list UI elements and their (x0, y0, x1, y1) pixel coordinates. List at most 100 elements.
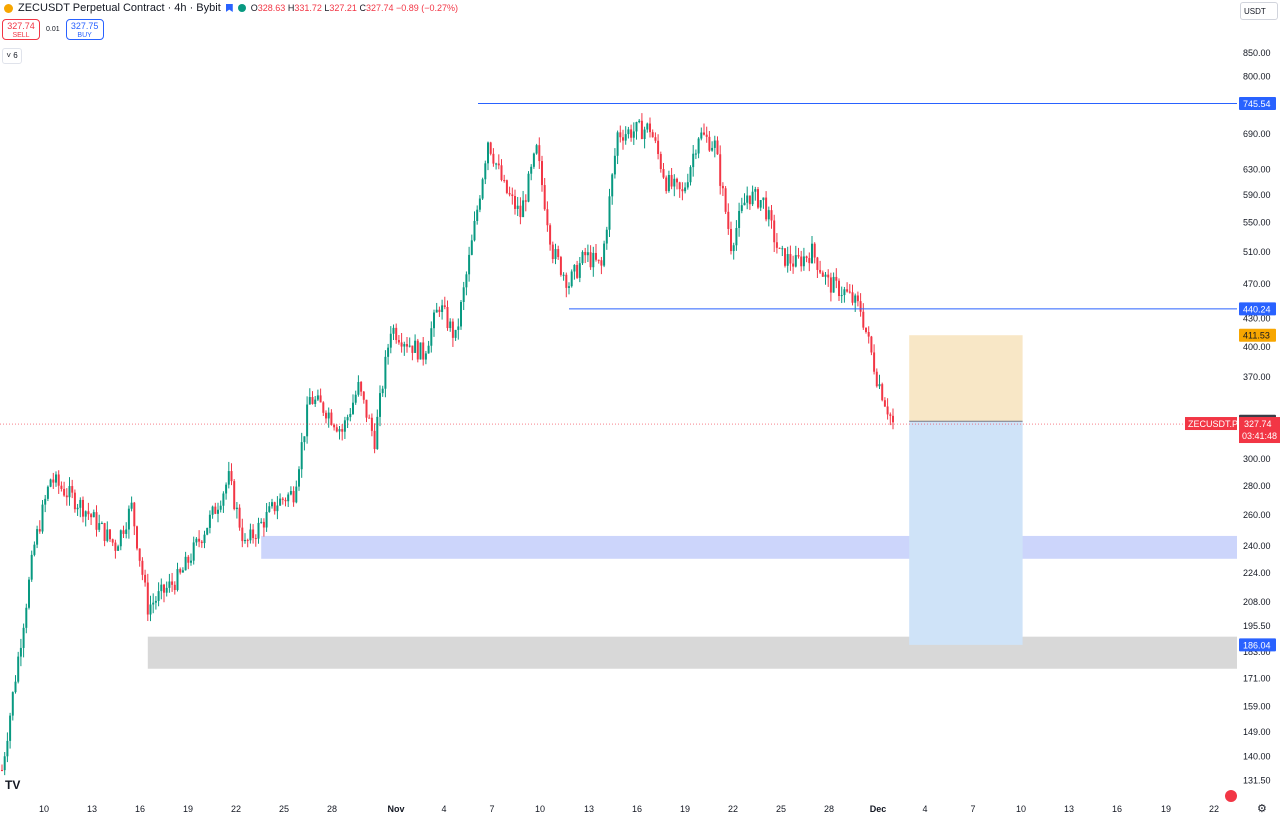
tradingview-logo-icon[interactable]: TV (5, 778, 21, 792)
time-tick-label: 13 (584, 804, 594, 814)
candle-body (559, 257, 562, 275)
flag-icon[interactable] (225, 4, 233, 12)
candle-body (389, 333, 392, 348)
candle-body (789, 254, 792, 264)
candle-body (295, 486, 298, 503)
candle-body (705, 134, 708, 137)
candle-body (829, 277, 832, 293)
candle-body (90, 514, 93, 518)
indicators-toggle[interactable]: ˅ 6 (2, 48, 22, 64)
ohlc-readout: O328.63 H331.72 L327.21 C327.74 −0.89 (−… (250, 3, 459, 13)
candle-body (892, 415, 894, 423)
candle-body (198, 538, 201, 542)
time-tick-label: 16 (135, 804, 145, 814)
candle-body (287, 494, 290, 502)
candle-body (163, 584, 165, 593)
candle-body (235, 507, 238, 510)
candle-body (292, 491, 295, 503)
candle-body (352, 402, 354, 414)
candle-body (403, 344, 406, 347)
candle-body (257, 522, 260, 539)
candle-body (208, 514, 211, 528)
time-tick-label: 16 (632, 804, 642, 814)
candle-body (303, 436, 306, 443)
symbol-logo-icon (4, 3, 13, 13)
candle-body (856, 295, 859, 302)
candle-body (721, 185, 724, 189)
candle-body (759, 200, 762, 208)
candle-body (55, 474, 57, 483)
symbol-title[interactable]: ZECUSDT Perpetual Contract · 4h · Bybit (18, 2, 221, 14)
candle-body (692, 153, 695, 168)
candle-body (87, 511, 90, 515)
alert-indicator-icon[interactable] (1225, 790, 1237, 802)
candle-body (416, 340, 419, 360)
candles-layer (1, 113, 894, 776)
candle-body (808, 258, 811, 264)
candle-body (611, 174, 614, 197)
candle-body (794, 255, 797, 267)
candle-body (246, 539, 249, 541)
candle-body (419, 342, 422, 360)
quantity-field[interactable]: 0.01 (46, 26, 60, 33)
candle-body (154, 600, 157, 603)
candle-body (784, 248, 786, 266)
settings-gear-icon[interactable]: ⚙ (1257, 803, 1267, 815)
last-price-tag-bg (1239, 417, 1280, 444)
candle-body (406, 344, 408, 347)
candle-body (171, 581, 174, 585)
candle-body (49, 479, 52, 487)
candle-body (746, 195, 749, 203)
candle-body (640, 120, 643, 140)
candle-body (457, 326, 460, 330)
time-tick-label: 10 (1016, 804, 1026, 814)
candle-body (65, 495, 68, 498)
candle-body (357, 381, 360, 395)
candle-body (111, 539, 114, 543)
candle-body (473, 220, 476, 241)
candle-body (711, 147, 714, 151)
candle-body (149, 604, 152, 615)
price-tick-label: 260.00 (1243, 510, 1271, 520)
candle-body (438, 309, 441, 313)
candle-body (341, 429, 344, 432)
candle-body (865, 327, 867, 333)
currency-selector[interactable]: USDT (1240, 2, 1278, 20)
candle-body (694, 153, 697, 155)
candle-body (38, 529, 41, 532)
candle-body (427, 345, 430, 354)
candle-body (125, 529, 128, 534)
candle-body (875, 371, 878, 387)
candle-body (338, 429, 341, 432)
candle-body (354, 394, 357, 403)
candle-body (249, 529, 252, 541)
candle-body (157, 591, 160, 601)
candle-body (92, 512, 95, 518)
candle-body (748, 195, 751, 205)
candle-body (9, 715, 12, 741)
sell-button[interactable]: 327.74 SELL (2, 19, 40, 40)
position-stop-zone (909, 335, 1023, 422)
time-tick-label: 19 (1161, 804, 1171, 814)
time-tick-label: 7 (970, 804, 975, 814)
candle-body (276, 505, 279, 512)
candle-body (325, 412, 327, 419)
candle-body (848, 291, 851, 293)
candle-body (586, 252, 589, 256)
candle-body (673, 178, 676, 187)
candle-body (554, 249, 557, 260)
candle-body (886, 406, 889, 415)
candle-body (217, 509, 219, 514)
candle-body (68, 486, 71, 498)
candle-body (603, 243, 606, 266)
countdown-tag: 03:41:48 (1242, 431, 1277, 441)
buy-button[interactable]: 327.75 BUY (65, 19, 104, 40)
candle-body (678, 182, 681, 190)
candle-body (408, 345, 411, 347)
candle-body (800, 256, 803, 267)
candle-body (541, 161, 543, 186)
candle-body (52, 479, 55, 483)
candle-body (100, 523, 103, 525)
candle-body (433, 312, 435, 329)
